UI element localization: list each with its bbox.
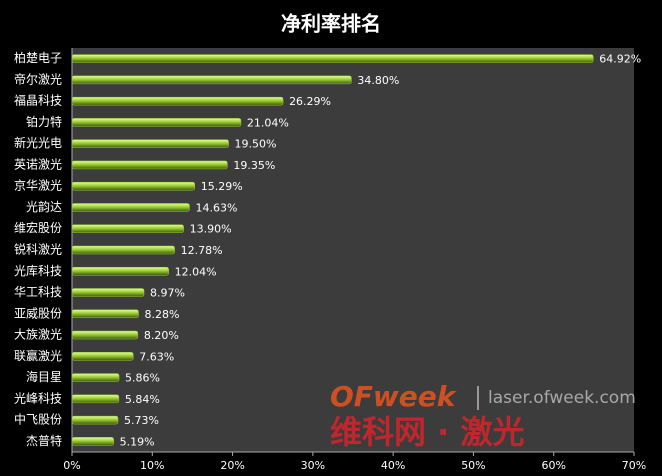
bar [71, 330, 139, 340]
watermark-url: laser.ofweek.com [488, 388, 636, 408]
y-tick-label: 锐科激光 [14, 243, 62, 257]
data-label: 26.29% [289, 95, 331, 108]
bar [71, 160, 228, 170]
y-tick-label: 大族激光 [14, 328, 62, 342]
x-tick-label: 20% [220, 459, 244, 472]
bar [71, 181, 196, 191]
y-tick-label: 光峰科技 [14, 391, 62, 405]
data-label: 19.35% [233, 159, 275, 172]
data-label: 5.84% [125, 393, 160, 406]
bar [71, 394, 120, 404]
bar [71, 352, 134, 361]
y-tick-label: 杰普特 [26, 433, 62, 448]
x-tick-label: 50% [461, 459, 485, 472]
bar [71, 75, 352, 85]
bar [71, 139, 229, 148]
y-tick-label: 福晶科技 [14, 93, 62, 108]
data-label: 19.50% [235, 138, 277, 151]
x-tick-label: 30% [301, 459, 325, 472]
y-tick-label: 海目星 [26, 369, 62, 384]
data-label: 12.04% [175, 265, 217, 278]
bar [71, 118, 242, 127]
data-label: 5.86% [125, 372, 160, 385]
y-tick-label: 英诺激光 [14, 157, 62, 171]
bar [71, 373, 120, 382]
y-tick-label: 维宏股份 [14, 220, 62, 235]
watermark-text: 维科网 · 激光 [330, 413, 524, 451]
y-tick-label: 亚威股份 [14, 306, 62, 320]
bar [71, 267, 169, 276]
bar [71, 415, 119, 425]
x-tick-label: 10% [140, 459, 164, 472]
bar [71, 437, 114, 446]
bar [71, 288, 145, 297]
y-tick-label: 中飞股份 [14, 412, 62, 427]
bar [71, 224, 184, 233]
data-label: 12.78% [181, 244, 223, 257]
x-tick-label: 70% [622, 459, 646, 472]
y-tick-label: 帝尔激光 [14, 71, 62, 86]
data-label: 8.20% [144, 329, 179, 342]
data-label: 8.28% [144, 308, 179, 321]
x-tick-label: 60% [541, 459, 565, 472]
data-label: 34.80% [357, 74, 399, 87]
data-label: 5.73% [124, 414, 159, 427]
data-label: 5.19% [120, 435, 155, 448]
watermark: OFweek laser.ofweek.com 维科网 · 激光 [330, 380, 636, 451]
y-tick-label: 柏楚电子 [14, 50, 62, 65]
y-tick-label: 新光光电 [14, 135, 62, 150]
data-label: 7.63% [139, 350, 174, 363]
bar [71, 54, 594, 63]
x-tick-label: 0% [63, 459, 80, 472]
y-tick-label: 光韵达 [26, 199, 62, 214]
y-tick-label: 光库科技 [14, 263, 62, 278]
bar [71, 203, 190, 212]
data-label: 21.04% [247, 116, 289, 129]
y-tick-label: 联赢激光 [14, 348, 62, 363]
data-label: 14.63% [195, 201, 237, 214]
bar [71, 245, 175, 255]
x-tick-label: 40% [381, 459, 405, 472]
data-label: 15.29% [201, 180, 243, 193]
data-label: 8.97% [150, 287, 185, 300]
chart-title: 净利率排名 [281, 12, 381, 36]
y-tick-label: 华工科技 [14, 285, 62, 299]
y-tick-label: 铂力特 [26, 114, 62, 129]
data-label: 64.92% [599, 53, 641, 66]
y-tick-label: 京华激光 [14, 179, 62, 193]
bar [71, 309, 139, 319]
data-label: 13.90% [190, 223, 232, 236]
bar [71, 96, 284, 106]
watermark-brand: OFweek [330, 380, 458, 413]
